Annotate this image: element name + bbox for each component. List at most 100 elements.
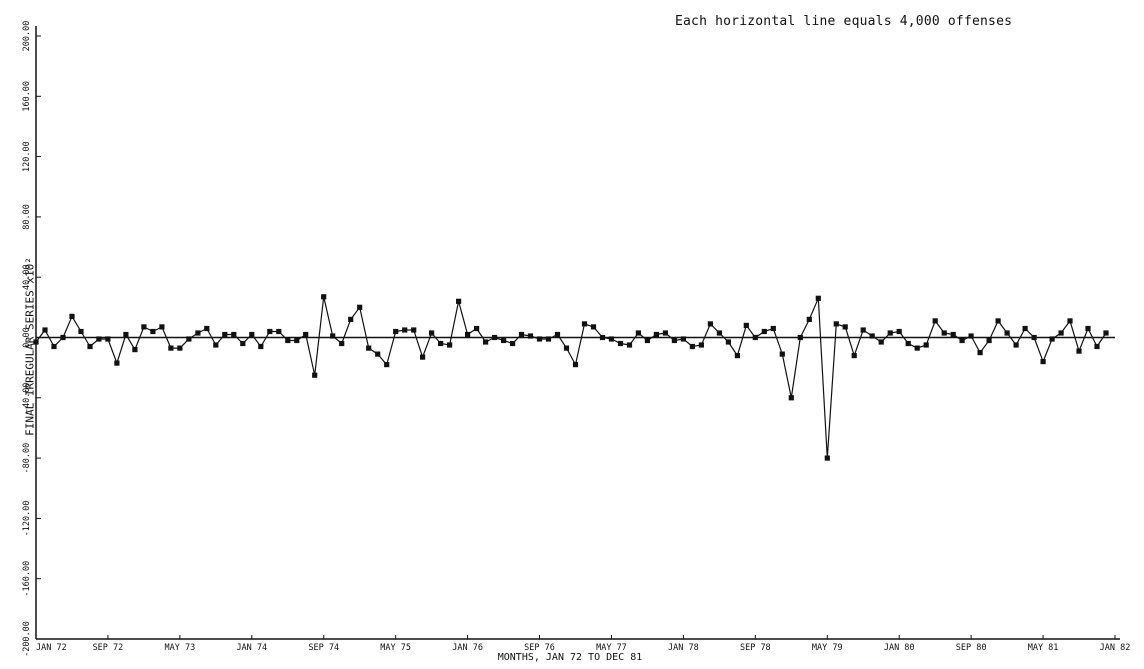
data-point <box>689 343 695 350</box>
data-point <box>114 360 120 366</box>
data-point <box>806 316 812 322</box>
data-point <box>429 330 435 336</box>
data-point <box>438 340 444 347</box>
x-tick-label: JAN 74 <box>236 643 267 653</box>
data-point <box>887 330 893 336</box>
data-point <box>941 330 947 336</box>
data-point <box>761 328 767 335</box>
data-point <box>815 295 821 301</box>
data-point <box>204 325 210 332</box>
data-point <box>501 337 507 344</box>
data-point <box>249 331 255 338</box>
y-tick-label: -200.00 <box>22 621 32 657</box>
data-point <box>105 336 111 342</box>
data-point <box>69 313 75 319</box>
x-tick-label: SEP 78 <box>740 643 771 653</box>
data-point <box>483 339 489 345</box>
data-point <box>123 331 129 338</box>
data-point <box>617 340 624 347</box>
data-point <box>87 343 93 350</box>
data-point <box>78 328 84 335</box>
data-point <box>743 322 749 328</box>
x-tick-label: MAY 75 <box>380 643 411 653</box>
y-axis-label: FINAL IRREGULAR SERIES x10² <box>23 257 37 436</box>
data-point <box>186 336 192 342</box>
data-point <box>851 353 857 359</box>
data-point <box>896 328 902 335</box>
data-point <box>572 362 579 368</box>
data-point <box>1031 334 1037 341</box>
y-tick-label: 200.00 <box>22 21 32 52</box>
data-point <box>842 324 848 330</box>
y-tick-label: 160.00 <box>22 81 32 112</box>
data-point <box>375 351 381 357</box>
data-point <box>626 342 633 348</box>
y-tick-label: -160.00 <box>22 561 32 597</box>
y-tick-label: -120.00 <box>22 500 32 536</box>
data-point <box>644 337 650 344</box>
data-point <box>635 330 641 336</box>
x-tick-label: SEP 72 <box>93 643 124 653</box>
data-point <box>330 333 336 339</box>
data-point <box>312 372 318 378</box>
series-irregular <box>33 294 1109 461</box>
y-tick-label: 40.00 <box>22 264 32 290</box>
data-point <box>770 325 776 332</box>
data-point <box>357 304 363 310</box>
data-point <box>752 334 758 341</box>
y-tick-label: 80.00 <box>22 204 32 230</box>
series-line <box>35 296 1107 459</box>
data-point <box>402 327 408 333</box>
x-tick-label: JAN 78 <box>668 643 699 653</box>
data-point <box>1076 348 1082 354</box>
data-point <box>1103 330 1109 336</box>
data-point <box>96 336 102 342</box>
data-point <box>1004 330 1010 336</box>
chart-axes <box>35 26 1120 640</box>
data-point <box>1022 325 1028 332</box>
data-point <box>348 316 354 322</box>
data-point <box>393 328 399 335</box>
x-tick-label: JAN 80 <box>884 643 915 653</box>
data-point <box>581 321 588 327</box>
data-point <box>554 331 561 338</box>
x-tick-label: JAN 82 <box>1100 643 1131 653</box>
data-point <box>995 318 1001 324</box>
data-point <box>384 362 390 368</box>
data-point <box>950 331 956 338</box>
data-point <box>1094 343 1100 350</box>
x-tick-label: SEP 80 <box>956 643 987 653</box>
data-point <box>563 345 570 351</box>
data-point <box>447 342 453 348</box>
data-point <box>860 327 866 333</box>
data-point <box>510 340 516 347</box>
data-point <box>42 327 48 333</box>
data-point <box>914 345 920 351</box>
x-tick-label: MAY 81 <box>1028 643 1059 653</box>
x-tick-label: MAY 79 <box>812 643 843 653</box>
data-point <box>824 455 830 461</box>
data-point <box>671 337 677 344</box>
data-point <box>707 321 713 327</box>
data-point <box>698 342 704 348</box>
data-point <box>420 354 426 360</box>
data-point <box>788 395 794 401</box>
data-point <box>959 337 965 344</box>
data-point <box>213 342 219 348</box>
data-point <box>465 331 471 338</box>
y-tick-label: -80.00 <box>22 443 32 474</box>
data-point <box>599 334 606 341</box>
data-point <box>968 333 974 339</box>
data-point <box>258 343 264 350</box>
x-tick-label: SEP 76 <box>524 643 555 653</box>
data-point <box>716 330 722 336</box>
y-axis-ticks: 200.00 160.00 120.00 80.00 40.00 0.00 -40.00 -8… <box>22 21 41 657</box>
data-point <box>231 331 237 338</box>
data-point <box>177 345 183 351</box>
data-point <box>366 345 372 351</box>
data-point <box>294 337 300 344</box>
data-point <box>1013 342 1019 348</box>
data-point <box>168 345 174 351</box>
x-tick-label: JAN 76 <box>452 643 483 653</box>
